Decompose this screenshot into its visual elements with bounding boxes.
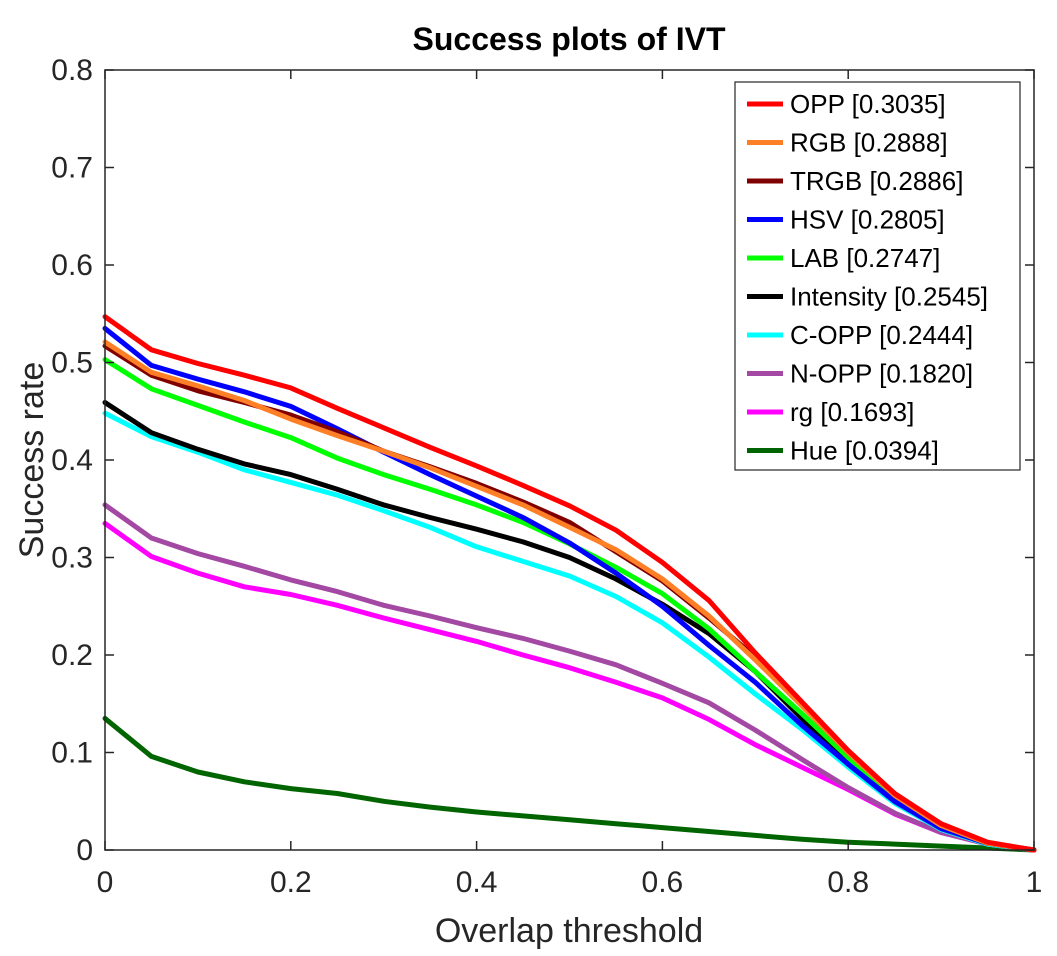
- x-axis-label: Overlap threshold: [435, 912, 703, 950]
- legend: OPP [0.3035] RGB [0.2888] TRGB [0.2886] HSV…: [734, 81, 1021, 471]
- x-tick-label: 0.2: [270, 866, 312, 899]
- legend-label: Hue [0.0394]: [790, 436, 939, 466]
- series-line-8: [102, 502, 1037, 853]
- y-tick-label: 0.8: [51, 54, 93, 87]
- legend-label: LAB [0.2747]: [790, 243, 940, 273]
- x-tick-label: 0.4: [456, 866, 498, 899]
- series-line-10: [102, 715, 1037, 853]
- y-tick-label: 0: [76, 834, 93, 867]
- y-tick-label: 0.2: [51, 639, 93, 672]
- legend-label: RGB [0.2888]: [790, 128, 948, 158]
- y-tick-label: 0.3: [51, 542, 93, 575]
- legend-label: C-OPP [0.2444]: [790, 320, 973, 350]
- chart-title: Success plots of IVT: [413, 21, 726, 57]
- x-tick-label: 0: [97, 866, 114, 899]
- ticks-layer: 0 0.2 0.4 0.6 0.8 1 0 0.1 0.2 0.3 0.4 0.5 0.6 0.7 0.8: [51, 54, 1042, 899]
- series-line-4: [102, 325, 1037, 853]
- legend-label: HSV [0.2805]: [790, 205, 945, 235]
- legend-label: OPP [0.3035]: [790, 89, 946, 119]
- x-tick-label: 0.8: [827, 866, 869, 899]
- legend-label: rg [0.1693]: [790, 397, 914, 427]
- legend-items: OPP [0.3035] RGB [0.2888] TRGB [0.2886] HSV…: [747, 89, 988, 466]
- x-tick-label: 0.6: [642, 866, 684, 899]
- legend-box: [734, 81, 1021, 471]
- legend-label: Intensity [0.2545]: [790, 282, 988, 312]
- y-tick-label: 0.5: [51, 347, 93, 380]
- x-tick-label: 1: [1026, 866, 1043, 899]
- y-tick-label: 0.1: [51, 737, 93, 770]
- legend-label: TRGB [0.2886]: [790, 166, 963, 196]
- y-tick-label: 0.6: [51, 249, 93, 282]
- y-tick-label: 0.4: [51, 444, 93, 477]
- y-tick-label: 0.7: [51, 152, 93, 185]
- series-layer: [102, 314, 1037, 853]
- legend-label: N-OPP [0.1820]: [790, 359, 973, 389]
- y-axis-label: Success rate: [13, 362, 51, 559]
- series-line-1: [102, 314, 1037, 853]
